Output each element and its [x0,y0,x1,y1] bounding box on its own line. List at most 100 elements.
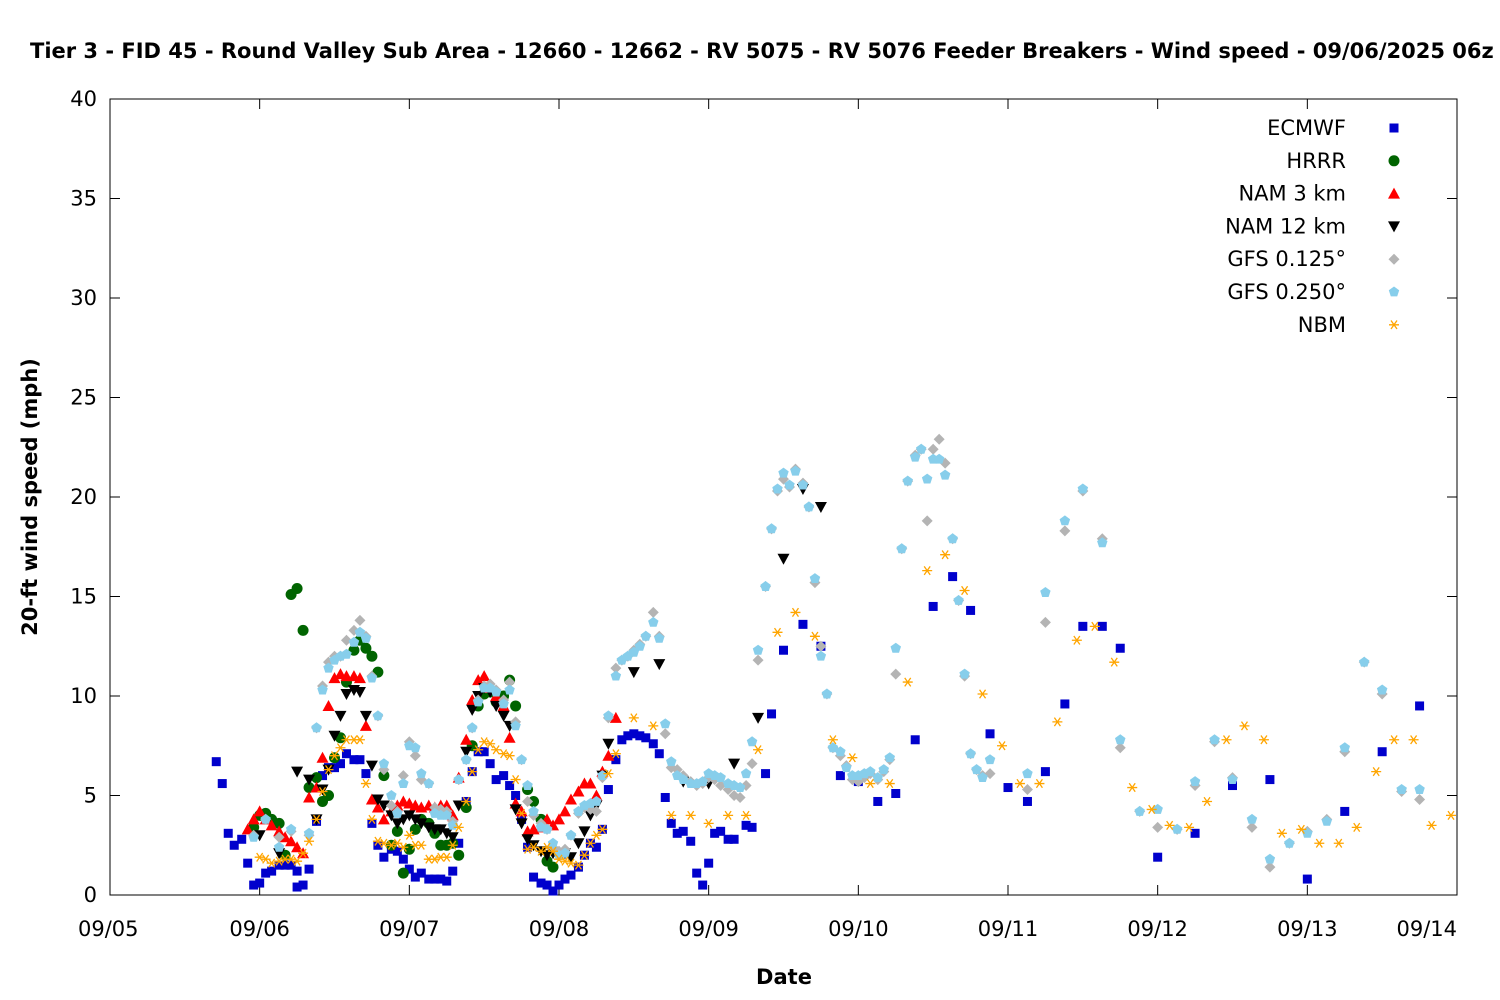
data-point-hrrr [510,700,522,712]
data-point-nam-12-km [415,818,428,830]
data-point-gfs-0-250 [1321,815,1332,826]
data-point-hrrr [366,650,378,662]
data-point-nbm [378,838,389,848]
data-point-nam-12-km [359,710,372,722]
data-point-nam-12-km [377,800,390,812]
data-point-ecmwf [511,791,521,800]
data-point-ecmwf [335,759,345,769]
data-point-gfs-0-250 [715,772,726,782]
data-point-gfs-0-125 [1039,616,1051,628]
data-point-gfs-0-250 [317,684,328,695]
data-point-gfs-0-250 [392,807,403,818]
data-point-gfs-0-125 [1264,861,1276,873]
data-point-gfs-0-125 [1114,742,1126,754]
data-point-nam-12-km [814,501,827,513]
data-point-gfs-0-125 [815,640,827,652]
data-point-nbm [298,848,309,858]
data-point-ecmwf [767,709,777,719]
data-point-nbm [441,852,452,862]
data-point-nbm [274,856,285,866]
y-tick-label: 20 [70,485,97,509]
data-point-gfs-0-250 [1022,768,1033,779]
data-point-nbm [648,721,659,731]
data-point-gfs-0-250 [311,722,322,733]
data-point-nbm [997,741,1008,751]
data-point-ecmwf [523,842,533,852]
data-point-ecmwf [873,796,883,806]
data-point-nbm [528,842,539,852]
data-point-gfs-0-250 [896,543,907,554]
data-point-nbm [585,838,596,848]
data-point-nbm [473,745,484,755]
data-point-gfs-0-250 [398,778,409,788]
legend-label-nbm: NBM [1298,313,1346,337]
y-tick-label: 30 [70,286,97,310]
legend-marker-gfs-0-125 [1388,253,1400,265]
data-point-ecmwf [716,826,726,836]
data-point-ecmwf [410,872,420,882]
data-point-nbm [360,778,371,789]
data-point-gfs-0-250 [740,768,752,779]
data-point-ecmwf [404,864,414,874]
y-tick-label: 0 [84,883,97,907]
data-point-ecmwf [660,792,670,802]
data-point-ecmwf [603,785,613,795]
data-point-ecmwf [292,882,302,892]
data-point-gfs-0-250 [1284,837,1295,848]
data-point-ecmwf [448,866,458,876]
data-point-nbm [498,749,509,759]
data-point-ecmwf [223,828,233,838]
data-point-nbm [597,824,608,834]
data-point-ecmwf [1153,852,1163,862]
data-point-nam-12-km [291,766,304,778]
data-point-nbm [479,737,490,747]
data-point-nbm [453,822,464,832]
data-point-ecmwf [629,729,639,739]
data-point-nbm [404,830,415,840]
data-point-nbm [416,840,427,850]
data-point-ecmwf [747,822,757,832]
data-point-ecmwf [1302,874,1312,884]
data-point-hrrr [360,642,372,654]
data-point-nbm [847,753,858,763]
data-point-nam-3-km [353,672,366,684]
data-point-ecmwf [361,769,371,779]
data-point-ecmwf [548,886,558,896]
data-point-gfs-0-250 [603,710,614,721]
data-point-gfs-0-250 [1189,776,1201,786]
data-point-gfs-0-250 [541,823,553,834]
data-point-gfs-0-250 [971,764,982,775]
data-point-ecmwf [648,739,658,749]
data-point-ecmwf [654,749,664,759]
y-tick-label: 5 [84,784,97,808]
data-point-nam-3-km [377,813,390,825]
data-point-nbm [1389,735,1400,745]
data-point-nam-3-km [365,793,378,805]
data-point-nbm [741,810,752,821]
data-point-nbm [772,627,783,637]
data-point-ecmwf [211,757,221,767]
data-point-gfs-0-250 [1115,734,1126,745]
data-point-nbm [603,768,614,779]
data-point-ecmwf [1003,783,1013,793]
x-tick-label: 09/05 [78,917,139,941]
data-point-gfs-0-250 [803,501,815,512]
data-point-nam-3-km [584,777,597,789]
data-point-ecmwf [491,775,501,785]
data-point-nbm [902,677,913,687]
data-point-nbm [266,858,277,868]
series-gfs-0-125 [248,433,1426,873]
data-point-gfs-0-125 [933,433,945,445]
data-point-gfs-0-250 [1264,853,1276,864]
legend-label-nam-3-km: NAM 3 km [1238,182,1346,206]
data-point-gfs-0-125 [273,831,285,843]
data-point-nam-12-km [509,804,522,816]
data-point-gfs-0-250 [453,774,464,784]
data-point-ecmwf [985,729,995,739]
data-point-ecmwf [1228,781,1237,791]
data-point-gfs-0-250 [797,479,809,490]
data-point-gfs-0-250 [1302,827,1313,838]
data-point-gfs-0-125 [590,805,602,817]
data-point-gfs-0-250 [510,720,521,731]
data-point-gfs-0-250 [498,698,509,709]
